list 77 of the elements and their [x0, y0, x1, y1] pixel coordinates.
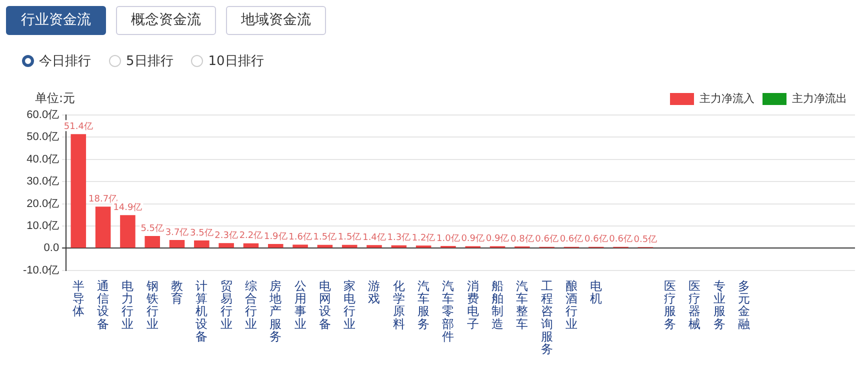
x-tick-label: 医疗器械: [688, 279, 701, 331]
y-tick-label: 10.0亿: [26, 220, 60, 232]
data-label: 3.7亿: [165, 226, 189, 238]
data-label: 1.2亿: [412, 232, 436, 244]
bar: [243, 243, 259, 248]
y-tick-label: -10.0亿: [22, 264, 60, 276]
data-label: 0.5亿: [634, 234, 658, 245]
data-label: 1.4亿: [362, 232, 386, 243]
y-tick-label: 30.0亿: [26, 176, 60, 188]
y-axis-title: 单位:元: [35, 90, 76, 107]
bar: [218, 243, 234, 248]
bar: [268, 244, 284, 248]
data-label: 0.6亿: [535, 234, 558, 245]
bar: [144, 236, 160, 248]
text: 今日排行: [39, 53, 91, 70]
x-tick-label: 电网设备: [318, 279, 331, 331]
x-tick-label: 船舶制造: [492, 279, 504, 331]
data-label: 1.5亿: [313, 232, 337, 243]
y-tick-label: 60.0亿: [26, 109, 60, 122]
data-label: 0.8亿: [510, 233, 534, 244]
x-tick-label: 多元金融: [738, 279, 750, 331]
x-tick-label: 房地产服务: [268, 279, 282, 344]
x-tick-label: 综合行业: [244, 279, 257, 331]
data-label: 5.5亿: [140, 222, 164, 234]
legend-label: 主力净流入: [700, 92, 754, 106]
x-tick-label: 汽车整车: [516, 279, 528, 331]
x-tick-label: 贸易行业: [220, 279, 232, 331]
x-tick-label: 半导体: [72, 279, 84, 318]
x-tick-label: 工程咨询服务: [540, 279, 553, 356]
bar: [366, 245, 382, 248]
bar: [169, 240, 185, 248]
bar: [70, 134, 86, 248]
x-tick-label: 游戏: [368, 279, 380, 306]
text: 行业资金流: [6, 6, 106, 35]
x-tick-label: 专业服务: [713, 279, 726, 331]
x-tick-label: 医疗服务: [664, 279, 676, 331]
y-tick-label: 0.0: [44, 242, 60, 254]
data-label: 1.5亿: [338, 232, 362, 243]
data-label: 1.3亿: [387, 232, 411, 244]
data-label: 0.6亿: [584, 234, 608, 245]
data-label: 2.3亿: [214, 230, 238, 241]
data-label: 3.5亿: [190, 227, 214, 238]
data-label: 1.6亿: [288, 231, 312, 242]
x-tick-label: 通信设备: [97, 279, 110, 331]
text: 概念资金流: [116, 6, 216, 35]
bar: [292, 244, 308, 248]
y-tick-label: 50.0亿: [26, 131, 60, 144]
data-label: 0.6亿: [609, 234, 632, 245]
legend-label: 主力净流出: [792, 92, 847, 106]
x-tick-label: 电机: [590, 279, 602, 306]
data-label: 51.4亿: [64, 120, 93, 132]
x-tick-label: 计算机设备: [196, 279, 208, 344]
data-label: 2.2亿: [239, 230, 263, 242]
data-label: 0.9亿: [486, 233, 510, 244]
y-tick-label: 40.0亿: [26, 153, 60, 166]
x-tick-label: 酿酒行业: [565, 279, 578, 331]
data-label: 14.9亿: [113, 202, 142, 213]
text: 地域资金流: [226, 6, 326, 35]
x-tick-label: 电力行业: [122, 279, 134, 331]
x-tick-label: 教育: [171, 279, 184, 306]
x-tick-label: 家电行业: [344, 279, 356, 331]
bar: [194, 240, 210, 248]
x-tick-label: 公用事业: [294, 279, 306, 331]
data-label: 1.0亿: [436, 232, 460, 244]
x-tick-label: 消费电子: [466, 279, 479, 331]
x-tick-label: 汽车服务: [418, 279, 430, 331]
bar: [120, 215, 136, 248]
text: 5日排行: [126, 53, 174, 70]
bar: [95, 206, 111, 248]
text: 10日排行: [208, 53, 264, 70]
x-tick-label: 汽车零部件: [442, 279, 454, 344]
x-tick-label: 钢铁行业: [145, 279, 158, 331]
data-label: 0.6亿: [560, 234, 584, 245]
y-tick-label: 20.0亿: [26, 198, 60, 210]
data-label: 1.9亿: [264, 230, 288, 242]
data-label: 0.9亿: [461, 233, 485, 244]
x-tick-label: 化学原料: [392, 279, 405, 331]
